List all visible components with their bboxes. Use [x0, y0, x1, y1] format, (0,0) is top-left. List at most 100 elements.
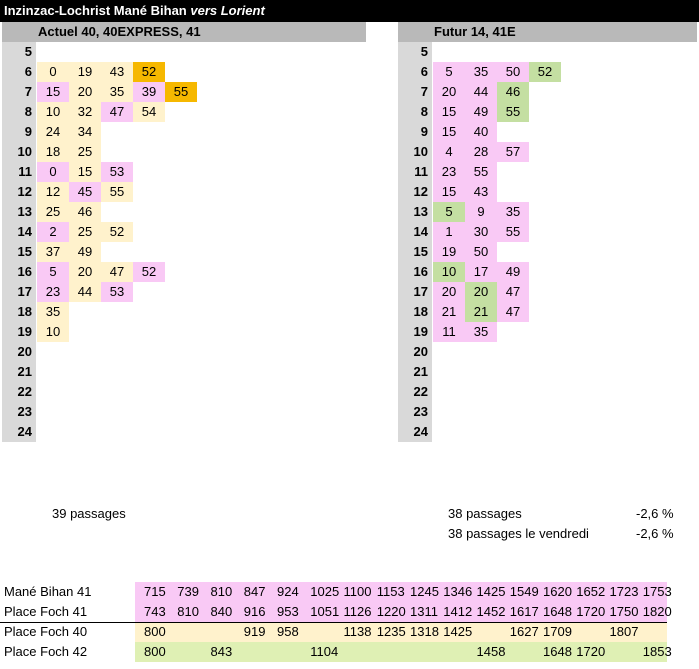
- minute-cell: 47: [101, 262, 133, 282]
- hour-label-18: 18: [17, 304, 32, 319]
- hour-label-19: 19: [17, 324, 32, 339]
- minute-cell: 20: [433, 282, 465, 302]
- minute-cell: 52: [529, 62, 561, 82]
- departure-time: 1126: [343, 604, 372, 619]
- hour-label-19: 19: [413, 324, 428, 339]
- friday-passages-count: 38 passages le vendredi: [448, 526, 589, 541]
- schedule-divider: [0, 622, 667, 623]
- friday-change-percent: -2,6 %: [636, 526, 674, 541]
- departure-time: 1104: [310, 644, 339, 659]
- hour-label-14: 14: [413, 224, 428, 239]
- departure-time: 1346: [443, 584, 473, 599]
- minute-cell: 25: [69, 222, 101, 242]
- minute-cell: 32: [69, 102, 101, 122]
- minute-cell: 19: [69, 62, 101, 82]
- minute-cell: 30: [465, 222, 497, 242]
- hour-label-22: 22: [17, 384, 32, 399]
- title-bar: Inzinzac-Lochrist Mané Bihan vers Lorien…: [0, 0, 699, 22]
- hour-label-16: 16: [413, 264, 428, 279]
- minute-cell: 40: [465, 122, 497, 142]
- schedule-band: [135, 582, 667, 602]
- future-passages-count: 38 passages: [448, 506, 522, 521]
- minute-cell: 4: [433, 142, 465, 162]
- minute-cell: 15: [433, 122, 465, 142]
- future-panel-header: Futur 14, 41E: [398, 22, 697, 42]
- hour-label-23: 23: [17, 404, 32, 419]
- departure-time: 1853: [642, 644, 672, 659]
- hour-label-17: 17: [413, 284, 428, 299]
- hour-label-5: 5: [420, 44, 428, 59]
- minute-cell: 25: [37, 202, 69, 222]
- minute-cell: 20: [433, 82, 465, 102]
- minute-cell: 20: [69, 82, 101, 102]
- hour-label-13: 13: [17, 204, 32, 219]
- hour-label-7: 7: [24, 84, 32, 99]
- departure-time: 1723: [609, 584, 639, 599]
- departure-time: 840: [210, 604, 233, 619]
- future-change-percent: -2,6 %: [636, 506, 674, 521]
- departure-time: 1549: [509, 584, 539, 599]
- minute-cell: 47: [497, 302, 529, 322]
- departure-time: 847: [243, 584, 266, 599]
- hour-label-6: 6: [24, 64, 32, 79]
- hour-column: 5 6 7 8 9 10 11 12 13 14 15 16 17 18 19 20 21 22 23 24: [2, 42, 36, 442]
- minute-cell: 39: [133, 82, 165, 102]
- minute-cell: 49: [69, 242, 101, 262]
- departure-time: 1425: [476, 584, 506, 599]
- minute-cell: 10: [37, 322, 69, 342]
- minute-cell: 5: [433, 62, 465, 82]
- hour-label-22: 22: [413, 384, 428, 399]
- schedule-stop-label: Place Foch 40: [4, 624, 88, 639]
- minute-cell: 52: [133, 262, 165, 282]
- departure-time: 924: [277, 584, 299, 599]
- direction-label: vers Lorient: [190, 3, 265, 18]
- departure-time: 743: [144, 604, 166, 619]
- departure-time: 1025: [310, 584, 340, 599]
- hour-label-21: 21: [17, 364, 32, 379]
- minute-cell: 43: [101, 62, 133, 82]
- minute-cell: 23: [37, 282, 69, 302]
- minute-cell: 47: [101, 102, 133, 122]
- schedule-row: Place Foch 42 800 843 1104 1458 1648 1720 1853: [0, 642, 699, 662]
- departure-time: 1153: [376, 584, 405, 599]
- schedule-band: [135, 642, 667, 662]
- minute-cell: 19: [433, 242, 465, 262]
- minute-cell: 49: [497, 262, 529, 282]
- schedule-row: Place Foch 41 743 810 840 916 953 1051 1126 1220…: [0, 602, 699, 622]
- minute-cell: 20: [465, 282, 497, 302]
- minute-cell: 10: [37, 102, 69, 122]
- departure-time: 1648: [543, 604, 572, 619]
- hour-label-10: 10: [17, 144, 32, 159]
- minute-cell: 12: [37, 182, 69, 202]
- hour-label-8: 8: [24, 104, 32, 119]
- departure-time: 843: [210, 644, 233, 659]
- hour-label-17: 17: [17, 284, 32, 299]
- hour-label-9: 9: [24, 124, 32, 139]
- hour-label-16: 16: [17, 264, 32, 279]
- minute-cell: 52: [101, 222, 133, 242]
- minute-cell: 1: [433, 222, 465, 242]
- schedule-stop-label: Place Foch 42: [4, 644, 88, 659]
- departure-time: 1051: [310, 604, 340, 619]
- departure-time: 958: [277, 624, 299, 639]
- departure-time: 1412: [443, 604, 473, 619]
- minute-cell: 44: [69, 282, 101, 302]
- minute-cell: 55: [165, 82, 197, 102]
- minute-cell: 18: [37, 142, 69, 162]
- minute-cell: 53: [101, 162, 133, 182]
- minute-cell: 5: [433, 202, 465, 222]
- minute-cell: 9: [465, 202, 497, 222]
- current-panel-header: Actuel 40, 40EXPRESS, 41: [2, 22, 366, 42]
- hour-label-12: 12: [413, 184, 428, 199]
- hour-column: 5 6 7 8 9 10 11 12 13 14 15 16 17 18 19 20 21 22 23 24: [398, 42, 432, 442]
- minute-cell: 0: [37, 62, 69, 82]
- hour-label-24: 24: [17, 424, 32, 439]
- departure-time: 1318: [410, 624, 439, 639]
- minute-cell: 37: [37, 242, 69, 262]
- minute-cell: 57: [497, 142, 529, 162]
- departure-time: 1311: [410, 604, 438, 619]
- departure-time: 715: [144, 584, 166, 599]
- schedule-band: [135, 622, 667, 642]
- minute-cell: 21: [433, 302, 465, 322]
- hour-label-6: 6: [420, 64, 428, 79]
